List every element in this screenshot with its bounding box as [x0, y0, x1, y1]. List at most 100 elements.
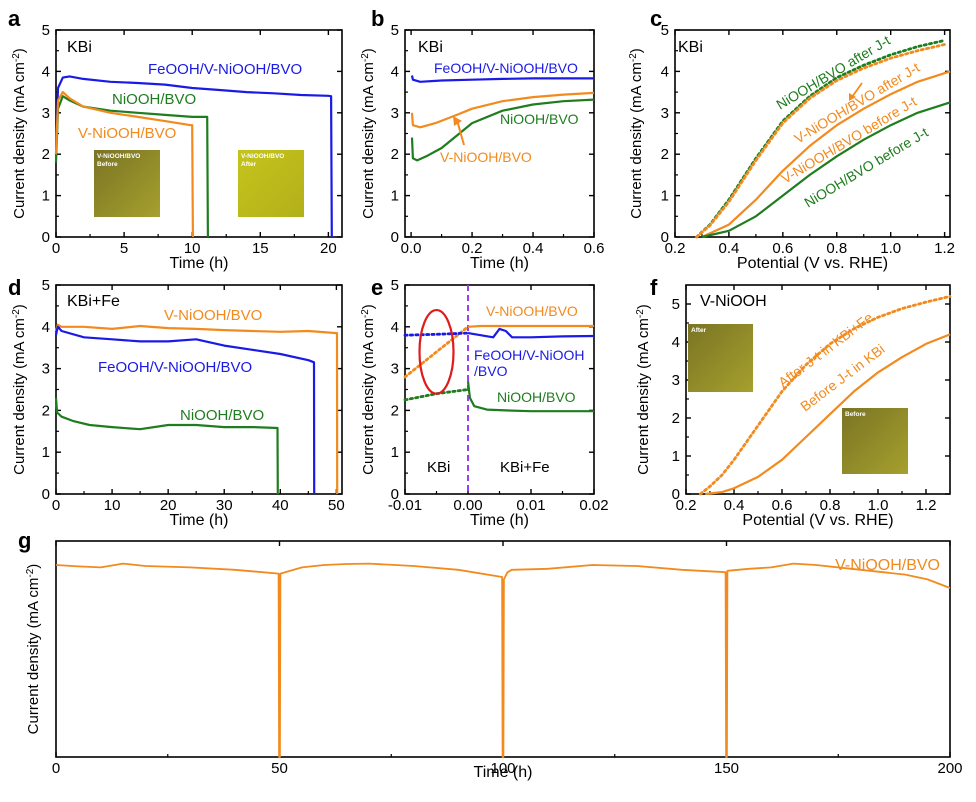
y-tick-label: 3	[42, 361, 50, 378]
series-line-v-niooh-bvo	[467, 324, 594, 328]
series-label-feooh-v-niooh-bvo: FeOOH/V-NiOOH/BVO	[148, 61, 302, 78]
y-axis-label-text: Current density (mA cm	[635, 318, 652, 475]
panel-f: 0.2 0.4 0.6 0.8 1.0 1.2 0 1 2 3 4 5 Potential (V vs.…	[635, 275, 952, 529]
inset-photo-before	[94, 150, 160, 217]
series-label-niooh-bvo: NiOOH/BVO	[180, 407, 264, 424]
series-line-after-j-t-in-kbi-fe	[699, 294, 952, 496]
y-axis-label-end: )	[360, 48, 377, 53]
y-tick-label: 5	[42, 277, 50, 294]
x-tick-label: 10	[184, 240, 201, 257]
x-tick-label: 0	[52, 497, 60, 514]
inset-photo-after	[238, 150, 304, 217]
panel-letter: e	[371, 275, 383, 300]
inset-photo-before	[842, 408, 908, 474]
y-tick-label: 2	[672, 410, 680, 427]
series-line-v-niooh-bvo-before-j-t	[701, 70, 951, 238]
y-axis-label-sup: -2	[25, 568, 36, 577]
x-tick-label: 40	[272, 497, 289, 514]
x-tick-label: 50	[328, 497, 345, 514]
panel-c: 0.2 0.4 0.6 0.8 1.0 1.2 0 1 2 3 4 5 Potential (V vs.…	[628, 6, 956, 272]
x-tick-label: 0.4	[718, 240, 739, 257]
x-tick-label: 30	[216, 497, 233, 514]
y-tick-label: 0	[42, 229, 50, 246]
series-line-niooh-bvo	[410, 98, 595, 162]
y-axis-label: Current density (mA cm-2)	[11, 48, 29, 219]
panel-letter: a	[8, 6, 21, 31]
x-tick-label: 10	[104, 497, 121, 514]
inset-photo-after-label: After	[691, 327, 707, 334]
electrolyte-label: KBi	[418, 39, 443, 56]
x-tick-label: 0	[52, 240, 60, 257]
x-axis-label: Time (h)	[474, 764, 533, 781]
x-axis-label: Time (h)	[170, 512, 229, 529]
y-tick-label: 5	[391, 277, 399, 294]
series-line-v-niooh-bvo	[55, 562, 951, 758]
y-axis-label: Current density (mA cm-2)	[360, 48, 378, 219]
series-label-after: After J-t in KBi+Fe	[775, 309, 876, 391]
electrolyte-label: V-NiOOH	[700, 293, 767, 310]
x-axis-label: Time (h)	[170, 255, 229, 272]
inset-photo-before-label: Before	[845, 411, 866, 418]
y-tick-label: 2	[391, 402, 399, 419]
series-label-feooh-v-niooh-bvo-cont: /BVO	[474, 363, 508, 379]
y-tick-label: 1	[661, 188, 669, 205]
y-tick-label: 0	[391, 229, 399, 246]
annotation-arrowhead	[849, 93, 856, 101]
panel-e: -0.01 0.00 0.01 0.02 0 1 2 3 4 5 Time (h) Current d…	[360, 275, 609, 529]
panel-letter: g	[18, 528, 31, 553]
y-tick-label: 4	[391, 319, 399, 336]
y-tick-label: 2	[42, 402, 50, 419]
y-tick-label: 4	[42, 63, 50, 80]
x-tick-label: -0.01	[388, 497, 422, 514]
y-tick-label: 3	[661, 105, 669, 122]
y-tick-label: 4	[661, 63, 669, 80]
y-axis-label: Current density (mA cm-2)	[25, 564, 43, 735]
x-tick-label: 150	[714, 760, 739, 777]
y-axis-label-end: )	[628, 48, 645, 53]
series-label-v-niooh-bvo: V-NiOOH/BVO	[78, 125, 176, 142]
inset-photo-after-label: V-NiOOH/BVO	[241, 153, 284, 160]
y-axis-label-sup: -2	[628, 53, 639, 62]
series-line-feooh-v-niooh-bvo-kbi	[403, 331, 470, 337]
x-tick-label: 1.2	[916, 497, 937, 514]
y-tick-label: 0	[391, 486, 399, 503]
series-label-feooh-v-niooh-bvo: FeOOH/V-NiOOH/BVO	[98, 359, 252, 376]
electrolyte-label: KBi+Fe	[67, 293, 120, 310]
series-line-feooh-v-niooh-bvo	[467, 327, 595, 339]
y-axis-label-sup: -2	[11, 53, 22, 62]
series-label-feooh-v-niooh-bvo: FeOOH/V-NiOOH/BVO	[434, 60, 578, 76]
y-tick-label: 1	[391, 188, 399, 205]
x-axis-label: Time (h)	[470, 255, 529, 272]
panel-letter: b	[371, 6, 384, 31]
x-tick-label: 1.0	[880, 240, 901, 257]
x-tick-label: 1.2	[934, 240, 955, 257]
annotation-arrowhead	[453, 116, 462, 126]
y-tick-label: 3	[672, 372, 680, 389]
y-axis-label: Current density (mA cm-2)	[628, 48, 646, 219]
x-tick-label: 0.00	[453, 497, 482, 514]
x-tick-label: 0.2	[462, 240, 483, 257]
inset-photo-after-sublabel: After	[241, 161, 257, 168]
y-tick-label: 1	[672, 448, 680, 465]
series-line-v-niooh-bvo	[410, 91, 595, 129]
y-axis-label-text: Current density (mA cm	[360, 62, 377, 219]
series-label-v-niooh-bvo: V-NiOOH/BVO	[486, 303, 578, 319]
y-axis-label: Current density (mA cm-2)	[11, 304, 29, 475]
panel-a: 0 5 10 15 20 0 1 2 3 4 5 Time (h) Current density (m…	[8, 6, 343, 272]
y-tick-label: 0	[42, 486, 50, 503]
y-tick-label: 5	[661, 22, 669, 39]
series-label-niooh-bvo: NiOOH/BVO	[497, 389, 576, 405]
x-tick-label: 0.02	[579, 497, 608, 514]
series-line-v-niooh-bvo-kbi	[403, 325, 470, 379]
y-axis-label-end: )	[635, 304, 652, 309]
x-tick-label: 0.8	[826, 240, 847, 257]
series-line-niooh-bvo	[54, 397, 279, 495]
electrolyte-label: KBi	[67, 39, 92, 56]
x-tick-label: 200	[937, 760, 962, 777]
x-tick-label: 0.01	[516, 497, 545, 514]
y-tick-label: 5	[391, 22, 399, 39]
panel-letter: f	[650, 275, 658, 300]
y-axis-label-end: )	[11, 48, 28, 53]
y-tick-label: 1	[42, 188, 50, 205]
series-line-niooh-bvo	[466, 380, 594, 413]
